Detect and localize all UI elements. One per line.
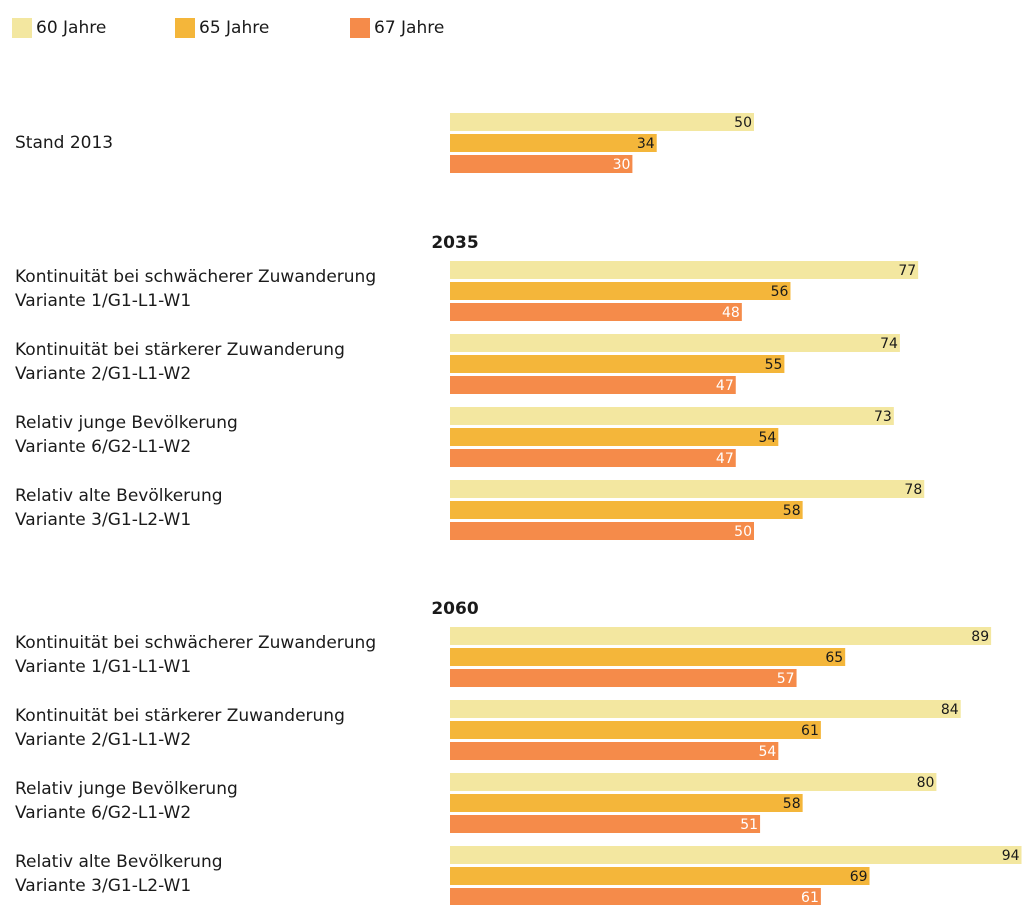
value-label: 77 <box>898 263 916 279</box>
value-label: 74 <box>880 336 898 352</box>
legend-swatch <box>350 18 370 38</box>
category-label: Variante 6/G2-L1-W2 <box>15 437 191 457</box>
bar <box>450 700 961 718</box>
category-label: Variante 2/G1-L1-W2 <box>15 364 191 384</box>
section-title: 2035 <box>431 233 478 253</box>
bar <box>450 846 1022 864</box>
category-label: Variante 2/G1-L1-W2 <box>15 730 191 750</box>
bar <box>450 522 754 540</box>
value-label: 47 <box>716 378 734 394</box>
legend-label: 65 Jahre <box>199 18 269 38</box>
bar <box>450 721 821 739</box>
bar <box>450 334 900 352</box>
bar <box>450 428 779 446</box>
bar <box>450 449 736 467</box>
bar <box>450 261 919 279</box>
bar <box>450 303 742 321</box>
category-label: Kontinuität bei stärkerer Zuwanderung <box>15 340 345 360</box>
bar <box>450 407 894 425</box>
bar <box>450 113 754 131</box>
category-label: Variante 3/G1-L2-W1 <box>15 876 191 896</box>
bar <box>450 134 657 152</box>
value-label: 73 <box>874 409 892 425</box>
bar <box>450 376 736 394</box>
bar <box>450 773 937 791</box>
category-label: Variante 1/G1-L1-W1 <box>15 657 191 677</box>
value-label: 34 <box>637 136 655 152</box>
value-label: 56 <box>771 284 789 300</box>
bar <box>450 627 992 645</box>
bar <box>450 501 803 519</box>
value-label: 50 <box>734 524 752 540</box>
value-label: 54 <box>758 430 776 446</box>
bar <box>450 480 925 498</box>
bar <box>450 794 803 812</box>
category-label: Variante 3/G1-L2-W1 <box>15 510 191 530</box>
category-label: Relativ alte Bevölkerung <box>15 486 223 506</box>
bar <box>450 155 633 173</box>
category-label: Variante 6/G2-L1-W2 <box>15 803 191 823</box>
legend-swatch <box>12 18 32 38</box>
bar <box>450 867 870 885</box>
value-label: 55 <box>765 357 783 373</box>
legend-label: 60 Jahre <box>36 18 106 38</box>
value-label: 50 <box>734 115 752 131</box>
value-label: 69 <box>850 869 868 885</box>
category-label: Kontinuität bei schwächerer Zuwanderung <box>15 633 376 653</box>
bar <box>450 742 779 760</box>
value-label: 78 <box>904 482 922 498</box>
value-label: 30 <box>613 157 631 173</box>
bar <box>450 669 797 687</box>
value-label: 80 <box>917 775 935 791</box>
bar <box>450 815 761 833</box>
category-label: Relativ alte Bevölkerung <box>15 852 223 872</box>
bar <box>450 888 821 906</box>
value-label: 47 <box>716 451 734 467</box>
value-label: 61 <box>801 723 819 739</box>
value-label: 94 <box>1002 848 1020 864</box>
bar <box>450 355 785 373</box>
category-label: Kontinuität bei stärkerer Zuwanderung <box>15 706 345 726</box>
category-label: Variante 1/G1-L1-W1 <box>15 291 191 311</box>
value-label: 58 <box>783 796 801 812</box>
value-label: 48 <box>722 305 740 321</box>
value-label: 84 <box>941 702 959 718</box>
category-label: Kontinuität bei schwächerer Zuwanderung <box>15 267 376 287</box>
value-label: 65 <box>825 650 843 666</box>
category-label: Relativ junge Bevölkerung <box>15 779 238 799</box>
value-label: 89 <box>971 629 989 645</box>
bar <box>450 648 846 666</box>
bar <box>450 282 791 300</box>
legend-swatch <box>175 18 195 38</box>
legend-label: 67 Jahre <box>374 18 444 38</box>
section-title: 2060 <box>431 599 478 619</box>
category-label: Stand 2013 <box>15 133 113 153</box>
value-label: 61 <box>801 890 819 905</box>
value-label: 54 <box>758 744 776 760</box>
value-label: 58 <box>783 503 801 519</box>
value-label: 57 <box>777 671 795 687</box>
value-label: 51 <box>740 817 758 833</box>
category-label: Relativ junge Bevölkerung <box>15 413 238 433</box>
